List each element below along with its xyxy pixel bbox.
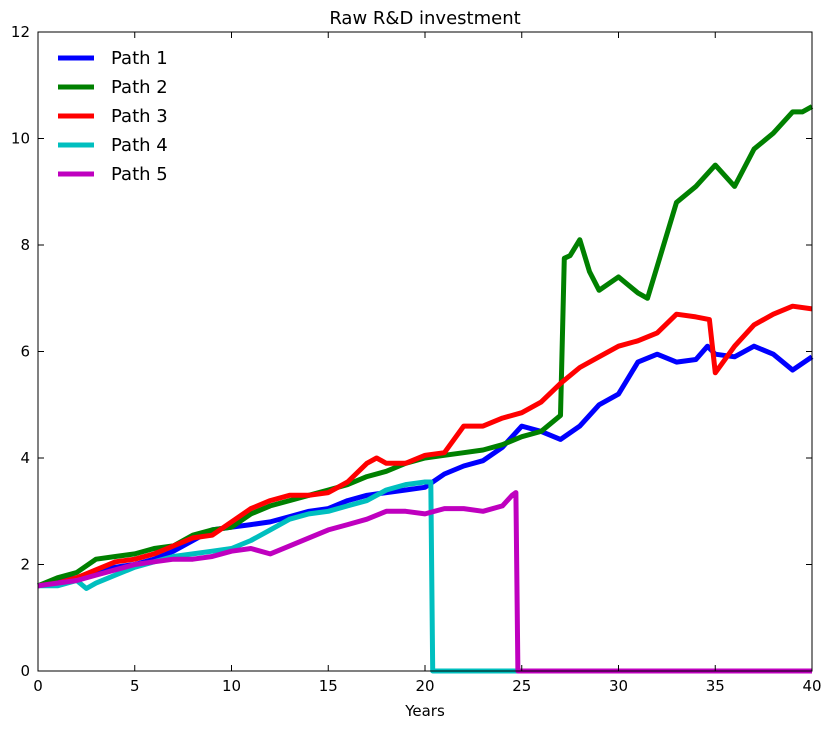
legend-label: Path 5 — [111, 164, 168, 185]
x-tick-label: 40 — [802, 677, 821, 695]
legend-item-path-2: Path 2 — [58, 77, 168, 98]
axis-ticks: 0 5 10 15 20 25 30 35 40 0 2 4 6 8 10 12 — [11, 23, 822, 695]
y-tick-label: 8 — [20, 236, 30, 254]
series-line-path-4 — [38, 479, 812, 674]
x-tick-label: 10 — [222, 677, 241, 695]
legend-item-path-3: Path 3 — [58, 106, 168, 127]
legend: Path 1 Path 2 Path 3 Path 4 Path 5 — [58, 48, 168, 185]
legend-label: Path 1 — [111, 48, 168, 69]
y-tick-label: 10 — [11, 130, 30, 148]
legend-item-path-4: Path 4 — [58, 135, 168, 156]
legend-label: Path 2 — [111, 77, 168, 98]
x-tick-label: 15 — [319, 677, 338, 695]
y-tick-label: 0 — [20, 662, 30, 680]
y-tick-label: 4 — [20, 449, 30, 467]
legend-item-path-5: Path 5 — [58, 164, 168, 185]
series-line-path-5 — [37, 490, 812, 674]
plot-lines — [37, 104, 814, 674]
legend-label: Path 4 — [111, 135, 168, 156]
series-line-path-1 — [37, 343, 814, 589]
y-tick-label: 2 — [20, 556, 30, 574]
x-tick-label: 30 — [609, 677, 628, 695]
x-axis-label: Years — [404, 702, 445, 720]
y-tick-label: 6 — [20, 343, 30, 361]
legend-item-path-1: Path 1 — [58, 48, 168, 69]
legend-label: Path 3 — [111, 106, 168, 127]
x-tick-label: 35 — [706, 677, 725, 695]
x-tick-label: 0 — [33, 677, 43, 695]
chart-title: Raw R&D investment — [329, 8, 520, 29]
y-tick-label: 12 — [11, 23, 30, 41]
x-tick-label: 5 — [130, 677, 140, 695]
x-tick-label: 20 — [415, 677, 434, 695]
series-line-path-3 — [37, 303, 813, 589]
x-tick-label: 25 — [512, 677, 531, 695]
